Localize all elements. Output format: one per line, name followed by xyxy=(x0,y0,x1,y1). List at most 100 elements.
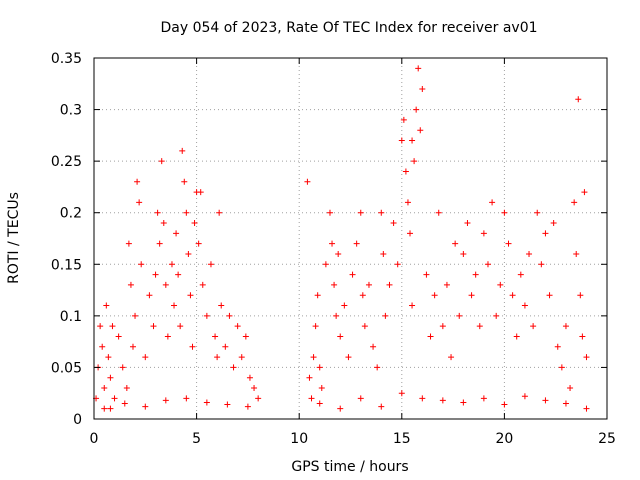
data-point xyxy=(175,271,182,278)
data-point xyxy=(370,343,377,350)
data-point xyxy=(472,271,479,278)
y-axis-label: ROTI / TECUs xyxy=(6,192,22,284)
data-point xyxy=(329,240,336,247)
data-point xyxy=(304,178,311,185)
data-point xyxy=(378,403,385,410)
data-point xyxy=(103,302,110,309)
data-point xyxy=(107,405,114,412)
data-point xyxy=(216,209,223,216)
data-point xyxy=(191,220,198,227)
data-point xyxy=(562,323,569,330)
y-tick-label: 0.15 xyxy=(51,257,82,273)
y-tick-label: 0.2 xyxy=(60,206,82,222)
data-point xyxy=(234,323,241,330)
data-point xyxy=(501,209,508,216)
data-point xyxy=(542,230,549,237)
data-point xyxy=(203,399,210,406)
x-tick-label: 15 xyxy=(393,431,411,447)
data-point xyxy=(404,199,411,206)
data-point xyxy=(187,292,194,299)
data-point xyxy=(546,292,553,299)
data-point xyxy=(538,261,545,268)
data-point xyxy=(164,333,171,340)
data-point xyxy=(142,354,149,361)
data-point xyxy=(480,395,487,402)
data-point xyxy=(380,250,387,257)
data-point xyxy=(439,397,446,404)
data-point xyxy=(357,209,364,216)
data-point xyxy=(156,240,163,247)
data-point xyxy=(567,385,574,392)
data-point xyxy=(571,199,578,206)
data-point xyxy=(179,147,186,154)
data-point xyxy=(107,374,114,381)
data-point xyxy=(386,281,393,288)
data-point xyxy=(136,199,143,206)
y-tick-label: 0.3 xyxy=(60,103,82,119)
data-point xyxy=(162,397,169,404)
data-point xyxy=(335,250,342,257)
data-point xyxy=(341,302,348,309)
data-point xyxy=(337,405,344,412)
data-point xyxy=(581,189,588,196)
data-point xyxy=(322,261,329,268)
data-point xyxy=(230,364,237,371)
data-point xyxy=(207,261,214,268)
data-point xyxy=(489,199,496,206)
x-tick-label: 5 xyxy=(192,431,201,447)
data-point xyxy=(409,302,416,309)
data-point xyxy=(333,312,340,319)
grid-lines xyxy=(94,58,607,419)
data-point xyxy=(526,250,533,257)
data-point xyxy=(312,323,319,330)
data-point xyxy=(357,395,364,402)
data-point xyxy=(99,343,106,350)
data-point xyxy=(314,292,321,299)
data-point xyxy=(431,292,438,299)
data-point xyxy=(185,250,192,257)
data-point xyxy=(308,395,315,402)
data-point xyxy=(162,281,169,288)
data-point xyxy=(390,220,397,227)
data-point xyxy=(246,374,253,381)
data-point xyxy=(394,261,401,268)
data-point xyxy=(115,333,122,340)
data-point xyxy=(138,261,145,268)
data-point xyxy=(316,364,323,371)
data-point xyxy=(150,323,157,330)
data-point xyxy=(579,333,586,340)
data-point xyxy=(109,323,116,330)
data-point xyxy=(417,127,424,134)
data-point xyxy=(168,261,175,268)
data-point xyxy=(349,271,356,278)
data-point xyxy=(111,395,118,402)
data-point xyxy=(521,393,528,400)
data-point xyxy=(521,302,528,309)
data-point xyxy=(460,399,467,406)
data-point xyxy=(460,250,467,257)
data-point xyxy=(435,209,442,216)
data-point xyxy=(154,209,161,216)
data-point xyxy=(583,405,590,412)
data-point xyxy=(419,395,426,402)
data-point xyxy=(550,220,557,227)
axis-ticks: 0 5 10 15 20 25 0 0.05 0.1 0.15 0.2 0.25 0.3 0.35 xyxy=(51,51,616,447)
data-point xyxy=(427,333,434,340)
data-point xyxy=(409,137,416,144)
data-point xyxy=(97,323,104,330)
data-point xyxy=(423,271,430,278)
data-point xyxy=(183,209,190,216)
data-point xyxy=(101,405,108,412)
data-point xyxy=(224,401,231,408)
data-point xyxy=(129,343,136,350)
data-point xyxy=(345,354,352,361)
data-point xyxy=(415,65,422,72)
data-point xyxy=(226,312,233,319)
data-point xyxy=(101,385,108,392)
data-point xyxy=(189,343,196,350)
y-tick-label: 0 xyxy=(73,412,82,428)
data-point xyxy=(318,385,325,392)
data-point xyxy=(398,390,405,397)
y-tick-label: 0.05 xyxy=(51,360,82,376)
